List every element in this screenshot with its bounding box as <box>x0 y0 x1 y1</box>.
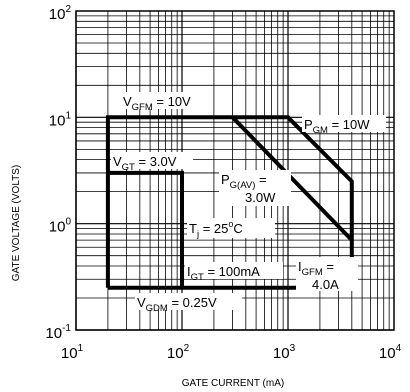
svg-text:PGM = 10W: PGM = 10W <box>304 117 370 136</box>
annotation-igt: IGT = 100mA <box>185 262 283 283</box>
annotation-igfm: IGFM = 4.0A <box>296 257 358 292</box>
annotation-layer: VGFM = 10V PGM = 10W VGT = 3.0V PG(AV) =… <box>111 92 386 314</box>
x-tick-label: 102 <box>167 343 190 362</box>
svg-text:4.0A: 4.0A <box>312 277 339 292</box>
tick-labels: 101 102 103 104 10-1 100 101 102 <box>45 4 401 362</box>
annotation-tj: Tj = 25oC <box>187 218 275 240</box>
y-tick-label: 101 <box>49 110 72 129</box>
svg-text:VGDM = 0.25V: VGDM = 0.25V <box>137 295 217 314</box>
svg-text:VGFM = 10V: VGFM = 10V <box>123 94 191 113</box>
x-axis-title: GATE CURRENT (mA) <box>182 378 284 389</box>
series-inner-box <box>107 170 184 288</box>
y-tick-label: 102 <box>49 4 72 23</box>
annotation-vgfm: VGFM = 10V <box>121 92 213 113</box>
x-tick-label: 104 <box>379 343 402 362</box>
svg-text:IGFM =: IGFM = <box>298 259 334 278</box>
svg-text:IGT = 100mA: IGT = 100mA <box>187 264 260 283</box>
annotation-vgt: VGT = 3.0V <box>111 152 193 173</box>
svg-text:3.0W: 3.0W <box>245 190 276 205</box>
y-tick-label: 100 <box>49 217 72 236</box>
annotation-vgdm: VGDM = 0.25V <box>135 293 242 314</box>
svg-text:PG(AV) =: PG(AV) = <box>221 172 267 191</box>
annotation-pgm: PGM = 10W <box>302 115 386 136</box>
x-tick-label: 103 <box>273 343 296 362</box>
series-pgav-line <box>231 115 354 242</box>
svg-text:VGT = 3.0V: VGT = 3.0V <box>113 154 177 173</box>
plot-frame <box>75 10 395 331</box>
x-tick-label: 101 <box>61 343 84 362</box>
annotation-pgav: PG(AV) = 3.0W <box>219 170 291 206</box>
y-tick-label: 10-1 <box>45 323 71 342</box>
y-axis-title: GATE VOLTAGE (VOLTS) <box>11 165 22 282</box>
svg-text:Tj = 25oC: Tj = 25oC <box>189 219 243 240</box>
